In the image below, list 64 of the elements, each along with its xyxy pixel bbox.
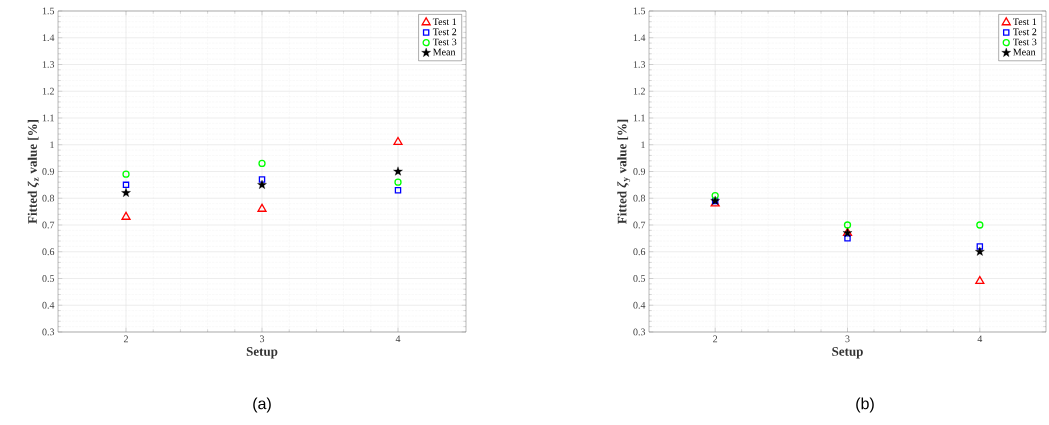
- x-tick-label: 2: [713, 335, 718, 343]
- y-axis-title: Fitted ζ$_{y}$ value [%]: [617, 119, 631, 224]
- y-axis-title: Fitted ζ$_{z}$ value [%]: [27, 120, 40, 224]
- point: [257, 179, 267, 189]
- point: [844, 235, 851, 242]
- y-tick-label: 1.3: [42, 61, 55, 68]
- legend-label: Mean: [1013, 48, 1036, 56]
- y-tick-label: 0.7: [633, 221, 646, 229]
- y-tick-label: 0.3: [42, 328, 55, 336]
- y-tick-label: 1.1: [633, 114, 645, 122]
- y-tick-label: 1.3: [633, 61, 646, 68]
- y-tick-label: 0.7: [42, 221, 55, 229]
- y-tick-label: 1.2: [42, 87, 54, 95]
- point: [393, 166, 403, 176]
- legend-label: Test 3: [432, 38, 457, 46]
- point: [975, 275, 985, 285]
- point: [393, 136, 403, 146]
- point: [975, 246, 985, 256]
- x-tick-label: 3: [260, 335, 265, 343]
- x-axis-title: Setup: [832, 347, 863, 359]
- x-tick-label: 3: [845, 335, 850, 343]
- legend-label: Test 2: [1013, 28, 1037, 36]
- point: [976, 221, 984, 229]
- y-tick-label: 0.6: [42, 248, 55, 256]
- y-tick-label: 0.6: [633, 248, 646, 256]
- x-tick-label: 4: [395, 335, 401, 343]
- legend-label: Test 1: [432, 18, 457, 26]
- text: (b): [856, 397, 874, 413]
- y-tick-label: 0.8: [633, 194, 646, 202]
- point: [121, 211, 131, 220]
- x-axis-title: Setup: [246, 347, 278, 359]
- point: [258, 159, 266, 168]
- point: [394, 178, 402, 186]
- point: [976, 243, 984, 250]
- point: [394, 186, 402, 194]
- legend-label: Mean: [432, 48, 456, 56]
- y-tick-label: 1.4: [633, 34, 646, 42]
- point: [843, 221, 852, 229]
- y-tick-label: 0.4: [633, 301, 646, 309]
- point: [121, 187, 131, 197]
- y-tick-label: 0.4: [42, 301, 55, 309]
- x-tick-label: 2: [123, 335, 128, 343]
- y-tick-label: 0.5: [633, 275, 646, 282]
- y-tick-label: 0.3: [633, 328, 646, 336]
- y-tick-label: 0.9: [42, 168, 55, 175]
- point: [122, 170, 130, 178]
- point: [122, 181, 130, 189]
- y-tick-label: 1.4: [42, 34, 55, 42]
- y-tick-label: 1.1: [42, 114, 54, 122]
- y-tick-label: 1.2: [633, 87, 645, 95]
- y-tick-label: 0.8: [42, 194, 55, 202]
- text: (a): [253, 397, 271, 413]
- y-tick-label: 1: [641, 141, 645, 149]
- y-tick-label: 1: [50, 141, 54, 149]
- legend-label: Test 1: [1013, 18, 1037, 26]
- point: [257, 203, 267, 212]
- y-tick-label: 1.5: [633, 7, 646, 15]
- y-tick-label: 1.5: [42, 7, 55, 15]
- legend-label: Test 2: [432, 28, 457, 36]
- point: [258, 176, 266, 183]
- x-tick-label: 4: [977, 335, 983, 343]
- y-tick-label: 0.9: [633, 168, 646, 175]
- legend-label: Test 3: [1013, 38, 1037, 46]
- y-tick-label: 0.5: [42, 275, 55, 282]
